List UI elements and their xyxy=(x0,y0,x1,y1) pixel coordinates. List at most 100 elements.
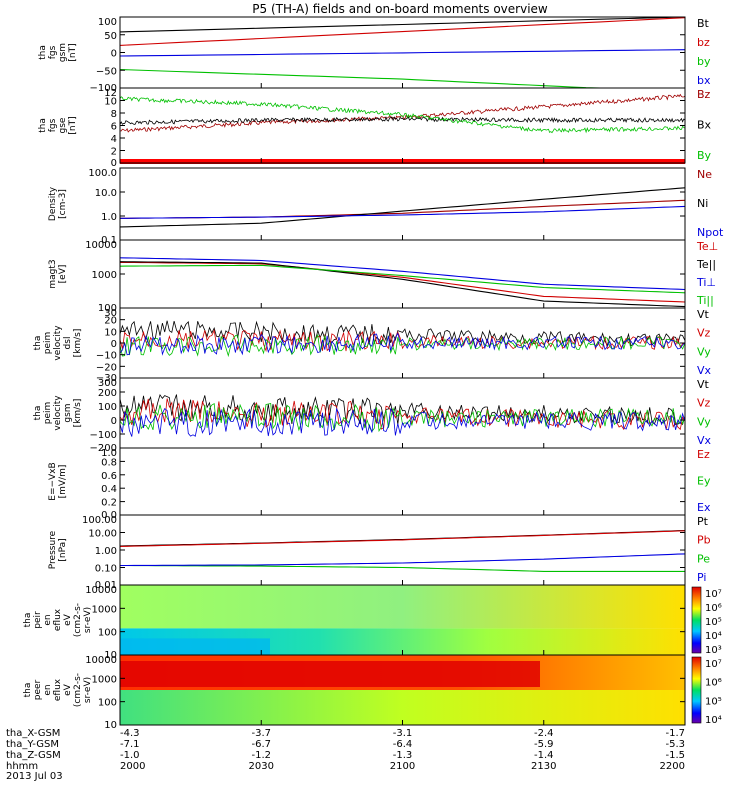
footer-label-z: tha_Z-GSM xyxy=(6,750,61,761)
footer-hhmm-value: 2100 xyxy=(390,761,415,772)
ion-spectrogram-high xyxy=(120,585,685,629)
legend-pi: Pi xyxy=(697,571,706,584)
y-tick-label: 0.10 xyxy=(95,564,117,575)
colorbar-tick-label: 10⁵ xyxy=(705,696,722,707)
panel-10: 10⁷ 10⁶ 10⁵ 10⁴ 10000 1000 100 10 tha peer en eflux… xyxy=(23,654,722,731)
series-bt xyxy=(119,16,686,33)
y-axis-label: eflux xyxy=(53,678,63,701)
y-axis-label: en xyxy=(43,614,53,625)
footer-hhmm-value: 2000 xyxy=(120,761,145,772)
footer: tha_X-GSM tha_Y-GSM tha_Z-GSM hhmm 2013 … xyxy=(6,728,685,782)
electron-spectrogram-low xyxy=(120,690,685,725)
y-tick-label: 1.0 xyxy=(101,212,117,223)
legend-by: By xyxy=(697,149,712,162)
y-tick-label: 0 xyxy=(111,339,117,350)
footer-date: 2013 Jul 03 xyxy=(6,771,63,782)
y-tick-label: 1000 xyxy=(92,604,117,615)
legend-ti: Ti|| xyxy=(696,294,714,307)
legend-pt: Pt xyxy=(697,515,709,528)
y-tick-label: 0.1 xyxy=(101,235,117,246)
legend-vz: Vz xyxy=(697,397,711,410)
footer-hhmm-value: 2130 xyxy=(531,761,556,772)
y-axis-label: fgs xyxy=(48,118,58,132)
y-axis-label: (cm2-s- xyxy=(73,603,83,637)
colorbar-tick-label: 10⁷ xyxy=(705,659,722,670)
legend-vx: Vx xyxy=(697,364,712,377)
footer-hhmm-value: 2030 xyxy=(249,761,274,772)
y-tick-label: 0 xyxy=(111,49,117,60)
y-tick-label: 0 xyxy=(111,416,117,427)
y-axis-label: [cm-3] xyxy=(58,189,68,219)
footer-z-value: -1.3 xyxy=(393,750,413,761)
series-te xyxy=(119,261,686,308)
legend-pb: Pb xyxy=(697,534,711,547)
y-tick-label: 4 xyxy=(111,134,117,145)
y-tick-label: 0.8 xyxy=(101,457,117,468)
y-axis-label: eflux xyxy=(53,608,63,631)
y-axis-label: peim xyxy=(43,402,53,425)
legend-bz: bz xyxy=(697,36,710,49)
y-tick-label: 1.0 xyxy=(101,448,117,459)
panel-3: 100.0 10.0 1.0 0.1 Density [cm-3] Ne Ni Npot xyxy=(48,167,724,246)
legend-by: by xyxy=(697,55,711,68)
series-ti xyxy=(119,257,686,291)
legend-bx: bx xyxy=(697,74,711,87)
series-bx xyxy=(119,49,686,57)
footer-y-value: -5.9 xyxy=(534,739,554,750)
y-axis-label: E=−VxB xyxy=(48,462,58,500)
y-tick-label: 200 xyxy=(98,388,117,399)
y-tick-label: 10000 xyxy=(85,240,117,251)
y-tick-label: −200 xyxy=(90,443,117,454)
legend-ni: Ni xyxy=(697,197,708,210)
y-tick-label: 2 xyxy=(111,147,117,158)
legend-te: Te|| xyxy=(696,258,716,271)
footer-x-value: -3.1 xyxy=(393,728,413,739)
footer-x-value: -4.3 xyxy=(120,728,140,739)
y-axis-label: tha xyxy=(38,118,48,133)
footer-z-value: -1.0 xyxy=(120,750,140,761)
y-tick-label: 30 xyxy=(104,308,117,319)
y-tick-label: 100 xyxy=(98,303,117,314)
y-axis-label: tha xyxy=(38,45,48,60)
y-tick-label: 0.4 xyxy=(101,484,117,495)
y-axis-label: gsm xyxy=(63,403,73,422)
y-axis-label: gsm xyxy=(58,43,68,62)
y-tick-label: 100 xyxy=(98,17,117,28)
footer-y-value: -7.1 xyxy=(120,739,140,750)
footer-label-hhmm: hhmm xyxy=(6,761,38,772)
panel-frame xyxy=(119,447,686,516)
y-axis-label: [nPa] xyxy=(58,538,68,561)
y-tick-label: 100 xyxy=(98,628,117,639)
series-vt xyxy=(119,320,686,347)
footer-hhmm-value: 2200 xyxy=(660,761,685,772)
legend-ey: Ey xyxy=(697,475,711,488)
legend-ne: Ne xyxy=(697,168,712,181)
series-bz xyxy=(119,93,686,133)
y-axis-label: [km/s] xyxy=(73,329,83,358)
y-axis-label: (cm2-s- xyxy=(73,673,83,707)
series-pt xyxy=(119,529,686,547)
series-bx xyxy=(119,116,686,125)
series-te xyxy=(120,261,686,303)
series-pe xyxy=(120,564,685,572)
series-bz xyxy=(119,17,686,46)
y-axis-label: velocity xyxy=(53,325,63,361)
panel-4: 10000 1000 100 magt3 [eV] Te⊥ Te|| Ti⊥ Ti|| xyxy=(48,239,718,314)
series-vz xyxy=(119,329,686,353)
y-tick-label: −10 xyxy=(96,351,117,362)
series-pb xyxy=(119,530,686,547)
colorbar-tick-label: 10⁴ xyxy=(705,631,722,642)
y-tick-label: 1000 xyxy=(92,270,117,281)
y-axis-label: Pressure xyxy=(48,530,58,569)
y-tick-label: −30 xyxy=(96,373,117,384)
y-tick-label: 10000 xyxy=(85,585,117,596)
series-vy xyxy=(119,333,686,358)
footer-z-value: -1.4 xyxy=(534,750,554,761)
series-vx xyxy=(119,332,686,356)
legend-npot: Npot xyxy=(697,226,724,239)
y-axis-label: peer xyxy=(33,679,43,700)
legend-vt: Vt xyxy=(697,378,710,391)
y-tick-label: 100.0 xyxy=(88,168,117,179)
legend-bz: Bz xyxy=(697,88,711,101)
